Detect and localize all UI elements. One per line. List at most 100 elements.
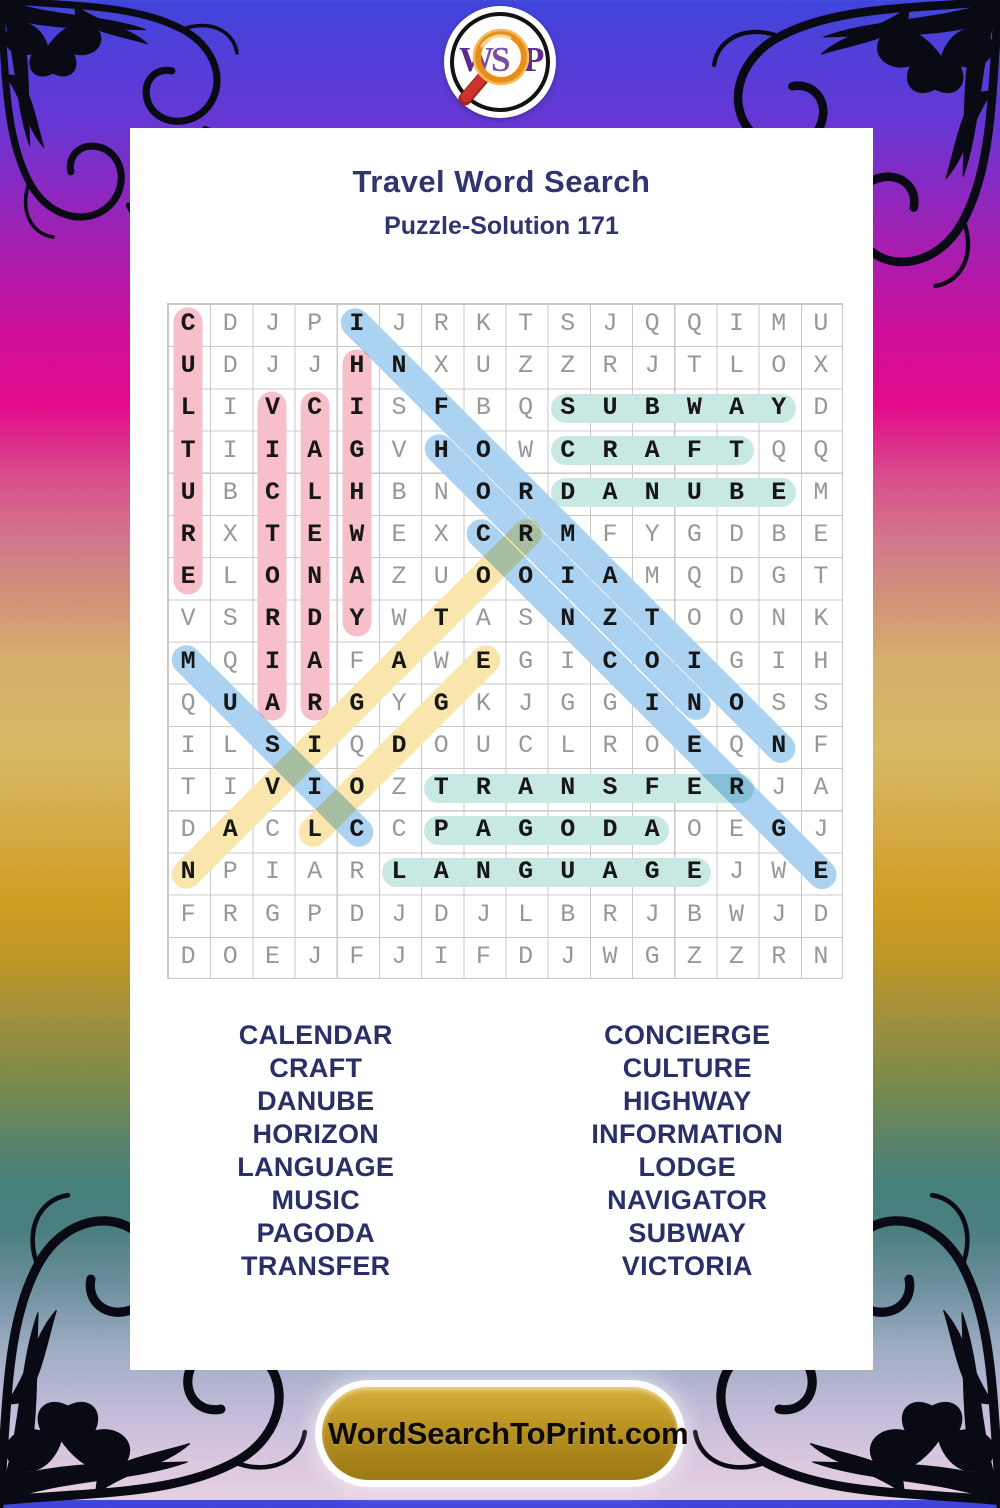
grid-cell: A — [518, 773, 534, 803]
grid-cell: U — [180, 477, 196, 507]
grid-cell: O — [644, 646, 660, 676]
grid-cell: T — [180, 773, 196, 803]
grid-cell: A — [222, 815, 238, 845]
grid-cell: L — [307, 815, 323, 845]
grid-cell: A — [644, 435, 660, 465]
grid-cell: T — [729, 435, 745, 465]
grid-cell: I — [264, 646, 280, 676]
grid-cell: Z — [518, 351, 534, 381]
grid-cell: I — [349, 393, 365, 423]
grid-cell: J — [560, 941, 576, 971]
grid-cell: J — [391, 309, 407, 338]
grid-cell: J — [813, 815, 829, 845]
grid-cell: L — [307, 477, 323, 507]
grid-cell: J — [644, 899, 660, 929]
grid-cell: U — [475, 351, 491, 381]
grid-cell: C — [264, 815, 280, 845]
grid-cell: A — [307, 646, 323, 676]
word-list-right: CONCIERGE CULTURE HIGHWAY INFORMATION LODGE N… — [502, 1019, 874, 1283]
word-list-item: PAGODA — [256, 1218, 375, 1248]
grid-cell: L — [729, 351, 745, 381]
grid-cell: G — [729, 646, 745, 676]
grid-cell: I — [349, 309, 365, 338]
grid-cell: L — [518, 899, 534, 929]
grid-cell: N — [560, 604, 576, 634]
grid-cell: D — [729, 519, 745, 549]
solution-highlight-craft — [550, 436, 754, 466]
grid-cell: J — [644, 351, 660, 381]
grid-cell: Q — [180, 688, 196, 718]
page-title: Travel Word Search — [352, 164, 651, 199]
grid-cell: G — [686, 519, 702, 549]
grid-cell: V — [264, 773, 280, 803]
grid-cell: L — [560, 730, 576, 760]
grid-cell: C — [180, 309, 196, 338]
grid-cell: U — [475, 730, 491, 760]
word-list-item: DANUBE — [257, 1086, 375, 1116]
grid-cell: D — [180, 815, 196, 845]
grid-cell: C — [307, 393, 323, 423]
grid-cell: I — [264, 857, 280, 887]
grid-cell: P — [433, 815, 449, 845]
grid-cell: E — [307, 519, 323, 549]
grid-cell: O — [475, 435, 491, 465]
solution-highlight-transfer — [424, 773, 754, 803]
grid-cell: N — [771, 730, 787, 760]
grid-cell: L — [222, 730, 238, 760]
grid-cell: J — [771, 899, 787, 929]
grid-cell: I — [560, 562, 576, 592]
grid-cell: F — [433, 393, 449, 423]
website-link-button[interactable]: WordSearchToPrint.com — [322, 1387, 689, 1480]
word-list-item: MUSIC — [271, 1185, 360, 1215]
grid-cell: O — [264, 562, 280, 592]
word-list-item: HORIZON — [252, 1119, 380, 1149]
grid-cell: R — [222, 899, 238, 929]
word-list-item: LODGE — [638, 1152, 736, 1182]
word-list-item: INFORMATION — [591, 1119, 784, 1149]
grid-cell: R — [518, 519, 534, 549]
grid-cell: N — [475, 857, 491, 887]
grid-cell: K — [475, 309, 491, 338]
grid-cell: R — [433, 309, 449, 338]
grid-cell: V — [180, 604, 196, 634]
grid-cell: V — [264, 393, 280, 423]
grid-cell: Z — [686, 941, 702, 971]
word-list-left: CALENDAR CRAFT DANUBE HORIZON LANGUAGE MUSIC P… — [130, 1019, 502, 1283]
grid-cell: G — [349, 435, 365, 465]
grid-cell: J — [391, 941, 407, 971]
grid-cell: Z — [391, 562, 407, 592]
grid-cell: G — [602, 688, 618, 718]
grid-cell: W — [518, 435, 534, 465]
grid-cell: D — [518, 941, 534, 971]
grid-cell: G — [518, 646, 534, 676]
grid-cell: O — [771, 351, 787, 381]
grid-cell: D — [222, 309, 238, 338]
grid-cell: X — [222, 519, 238, 549]
puzzle-subtitle: Puzzle-Solution 171 — [384, 212, 619, 240]
grid-cell: G — [518, 857, 534, 887]
magnifying-glass-icon — [458, 28, 530, 106]
grid-cell: S — [518, 604, 534, 634]
word-list-item: CONCIERGE — [604, 1020, 771, 1050]
grid-cell: I — [180, 730, 196, 760]
grid-cell: U — [180, 351, 196, 381]
grid-cell: S — [560, 309, 576, 338]
grid-cell: I — [222, 435, 238, 465]
grid-cell: N — [644, 477, 660, 507]
grid-cell: D — [813, 393, 829, 423]
grid-cell: A — [307, 435, 323, 465]
word-list-item: HIGHWAY — [622, 1086, 752, 1116]
grid-cell: H — [433, 435, 449, 465]
grid-cell: M — [813, 477, 829, 507]
grid-cell: S — [813, 688, 829, 718]
grid-cell: X — [813, 351, 829, 381]
grid-cell: A — [264, 688, 280, 718]
grid-cell: D — [433, 899, 449, 929]
grid-cell: S — [391, 393, 407, 423]
grid-cell: F — [602, 519, 618, 549]
grid-cell: A — [729, 393, 745, 423]
grid-cell: H — [349, 477, 365, 507]
grid-cell: A — [602, 857, 618, 887]
grid-cell: O — [222, 941, 238, 971]
